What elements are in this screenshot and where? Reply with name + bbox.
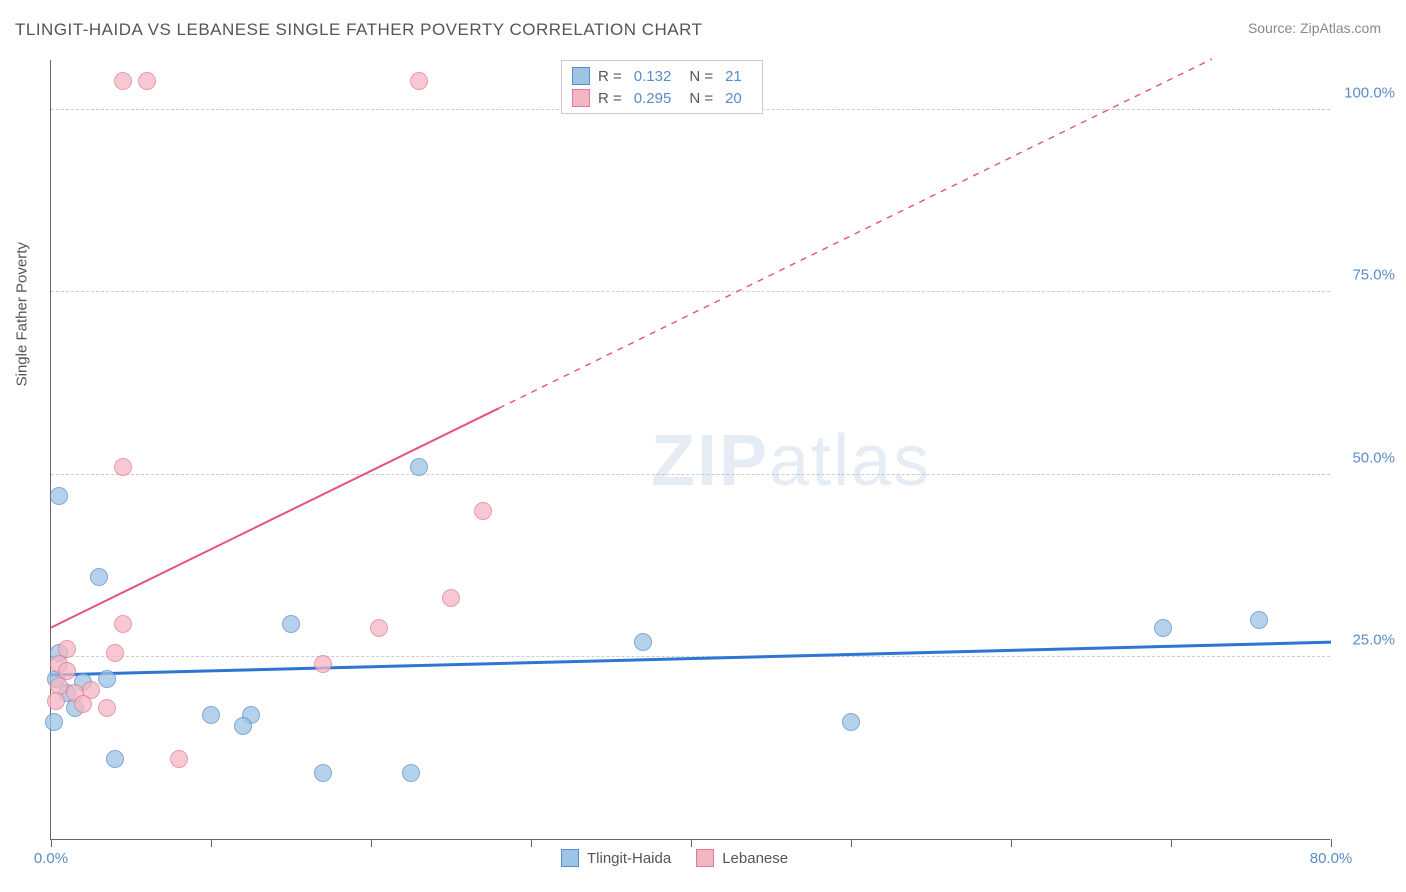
legend-label-1: Tlingit-Haida [587,850,671,867]
x-tick [691,839,692,847]
source-label: Source: ZipAtlas.com [1248,20,1381,36]
scatter-point [410,72,428,90]
chart-title: TLINGIT-HAIDA VS LEBANESE SINGLE FATHER … [15,20,702,40]
legend-r-label-1: R = [598,68,622,85]
y-axis-title: Single Father Poverty [14,242,31,386]
scatter-point [58,662,76,680]
legend-r-value-2: 0.295 [634,90,672,107]
y-tick-label: 75.0% [1352,267,1395,284]
legend-row-2: R = 0.295 N = 20 [572,87,752,109]
scatter-point [402,764,420,782]
scatter-point [98,699,116,717]
x-tick [51,839,52,847]
scatter-point [234,717,252,735]
plot-area: ZIPatlas R = 0.132 N = 21 R = 0.295 N = … [50,60,1330,840]
legend-swatch-bottom-2 [696,849,714,867]
x-tick [211,839,212,847]
trend-line-solid [51,408,499,627]
scatter-point [106,644,124,662]
scatter-point [1154,619,1172,637]
scatter-point [634,633,652,651]
scatter-point [314,655,332,673]
trend-line-solid [51,642,1331,675]
x-tick [371,839,372,847]
legend-item-2: Lebanese [696,849,788,867]
scatter-point [106,750,124,768]
legend-series: Tlingit-Haida Lebanese [561,849,788,867]
scatter-point [202,706,220,724]
legend-n-value-1: 21 [725,68,742,85]
gridline [51,474,1330,475]
legend-r-label-2: R = [598,90,622,107]
legend-r-value-1: 0.132 [634,68,672,85]
scatter-point [90,568,108,586]
scatter-point [98,670,116,688]
watermark-zip: ZIP [651,421,769,501]
scatter-point [114,458,132,476]
legend-label-2: Lebanese [722,850,788,867]
y-tick-label: 50.0% [1352,449,1395,466]
legend-row-1: R = 0.132 N = 21 [572,65,752,87]
gridline [51,291,1330,292]
y-tick-label: 100.0% [1344,85,1395,102]
scatter-point [170,750,188,768]
scatter-point [282,615,300,633]
legend-swatch-series2 [572,89,590,107]
watermark: ZIPatlas [651,420,931,502]
gridline [51,656,1330,657]
scatter-point [442,589,460,607]
scatter-point [370,619,388,637]
x-tick-label: 0.0% [34,850,68,867]
x-tick [531,839,532,847]
scatter-point [474,502,492,520]
watermark-atlas: atlas [769,421,931,501]
legend-n-label-2: N = [689,90,713,107]
scatter-point [45,713,63,731]
legend-swatch-series1 [572,67,590,85]
legend-n-label-1: N = [689,68,713,85]
scatter-point [114,72,132,90]
x-tick [851,839,852,847]
legend-item-1: Tlingit-Haida [561,849,671,867]
chart-container: TLINGIT-HAIDA VS LEBANESE SINGLE FATHER … [0,0,1406,892]
legend-swatch-bottom-1 [561,849,579,867]
scatter-point [138,72,156,90]
scatter-point [50,487,68,505]
scatter-point [47,692,65,710]
legend-n-value-2: 20 [725,90,742,107]
x-tick-label: 80.0% [1310,850,1353,867]
scatter-point [1250,611,1268,629]
scatter-point [114,615,132,633]
scatter-point [410,458,428,476]
x-tick [1331,839,1332,847]
scatter-point [842,713,860,731]
x-tick [1011,839,1012,847]
x-tick [1171,839,1172,847]
scatter-point [74,695,92,713]
legend-correlation: R = 0.132 N = 21 R = 0.295 N = 20 [561,60,763,114]
y-tick-label: 25.0% [1352,631,1395,648]
scatter-point [314,764,332,782]
